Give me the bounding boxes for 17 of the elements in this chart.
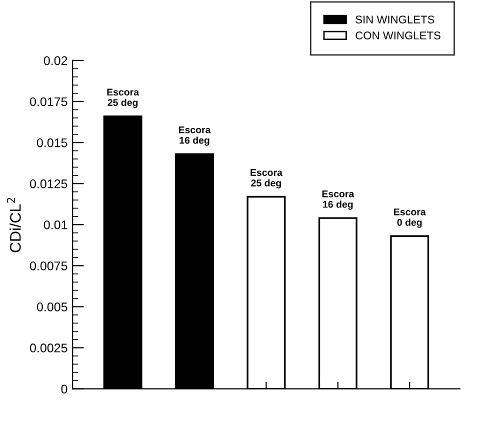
- y-tick-label: 0.0075: [30, 261, 68, 270]
- y-tick-label: 0.0025: [30, 344, 68, 352]
- y-tick-label: 0.005: [36, 302, 68, 312]
- annotation: Escora 16 deg: [322, 190, 354, 210]
- y-tick-label: 0.015: [36, 138, 68, 148]
- annotation: Escora 16 deg: [178, 126, 211, 146]
- y-axis-title: CDi/CL$^{2}$: [6, 198, 21, 252]
- legend-label: SIN WINGLETS: [356, 16, 434, 24]
- legend-label: CON WINGLETS: [356, 32, 440, 40]
- y-tick-label: 0: [61, 384, 68, 394]
- y-tick-label: 0.02: [44, 56, 68, 66]
- y-tick-label: 0.0125: [30, 179, 68, 188]
- annotation: Escora 0 deg: [394, 208, 426, 228]
- annotation: Escora 25 deg: [250, 169, 282, 188]
- annotation: Escora 25 deg: [107, 88, 140, 108]
- y-tick-label: 0.0175: [30, 97, 68, 106]
- y-tick-label: 0.01: [44, 220, 68, 230]
